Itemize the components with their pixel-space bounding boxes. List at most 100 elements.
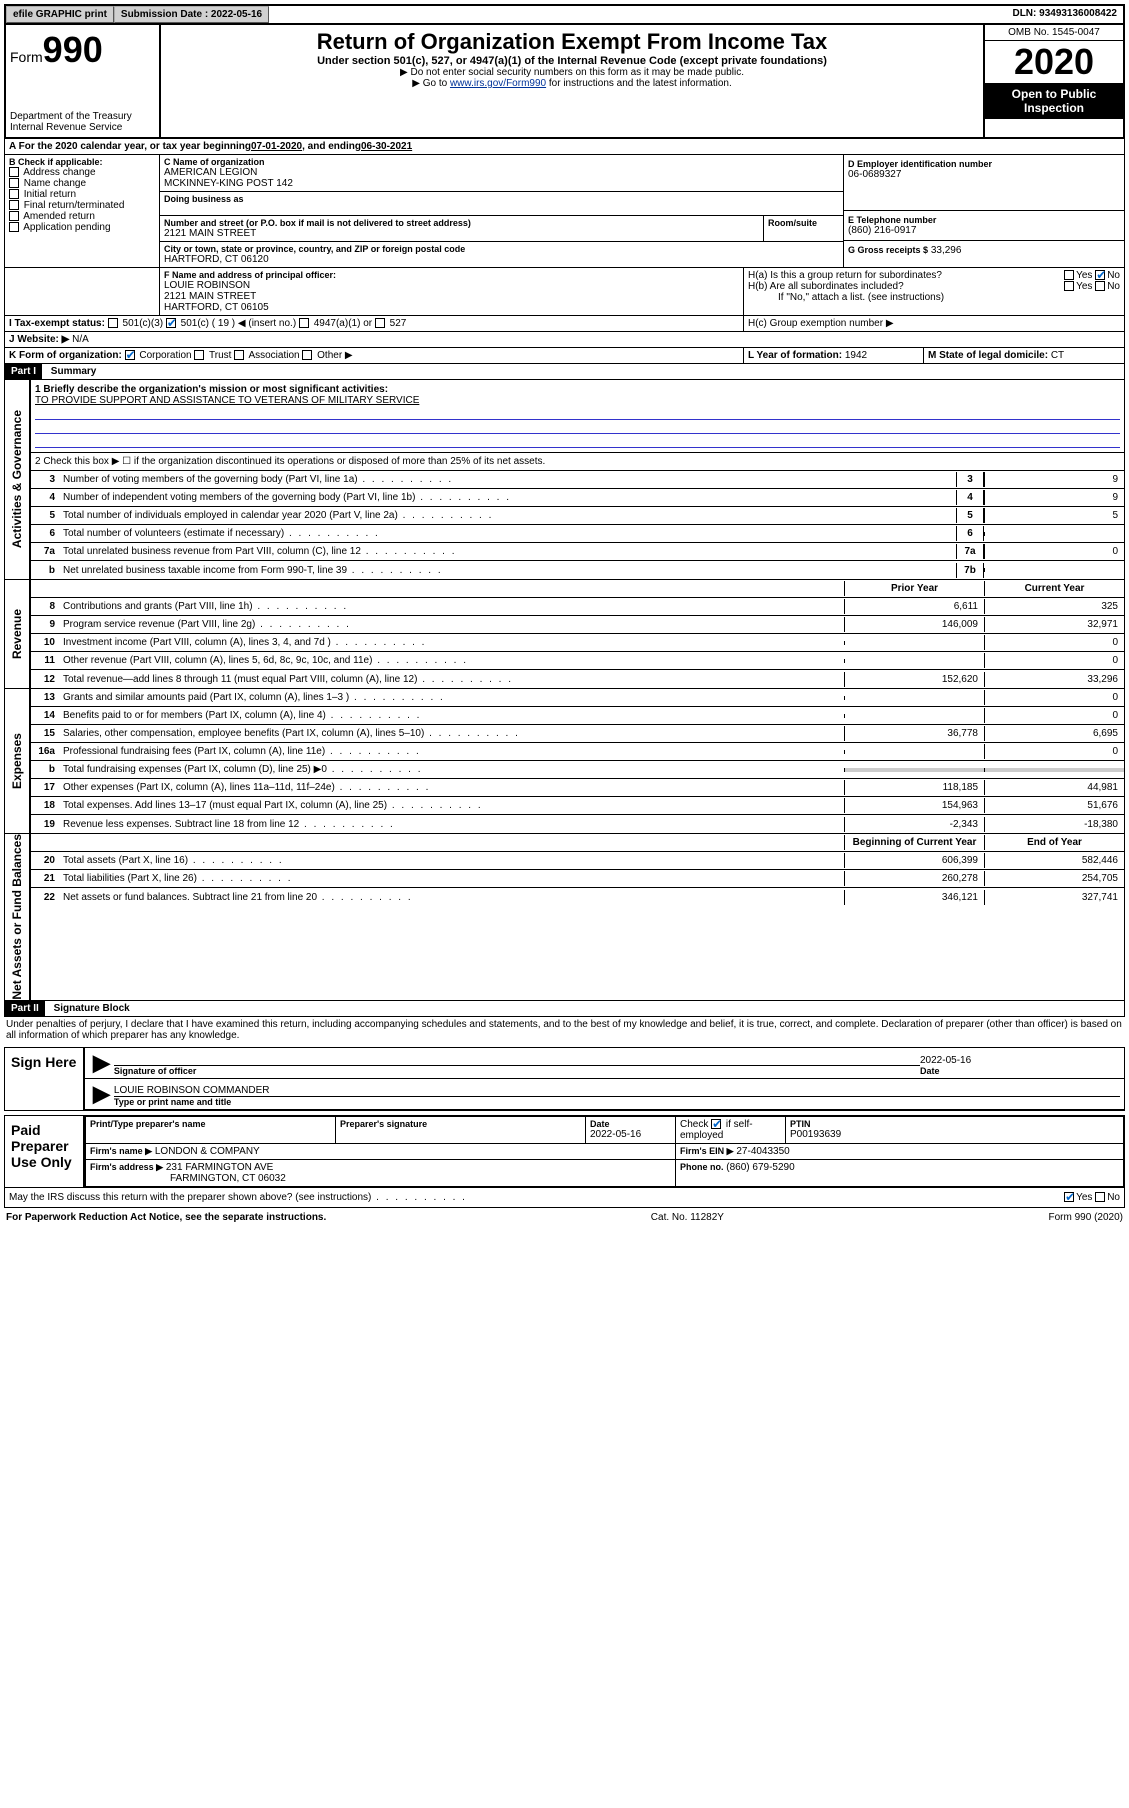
- line-text: Salaries, other compensation, employee b…: [59, 726, 844, 741]
- current-val: 6,695: [984, 726, 1124, 741]
- hb-no-checkbox[interactable]: [1095, 281, 1105, 291]
- line-text: Program service revenue (Part VIII, line…: [59, 617, 844, 632]
- 527-checkbox[interactable]: [375, 318, 385, 328]
- prior-val: 146,009: [844, 617, 984, 632]
- firm-ein: 27-4043350: [736, 1146, 789, 1157]
- no-label2: No: [1107, 281, 1120, 292]
- form-number: Form990: [10, 29, 155, 71]
- line-num: 10: [31, 635, 59, 650]
- note2-prefix: ▶ Go to: [412, 78, 450, 89]
- assoc-checkbox[interactable]: [234, 350, 244, 360]
- line-text: Investment income (Part VIII, column (A)…: [59, 635, 844, 650]
- discuss-yes-checkbox[interactable]: [1064, 1192, 1074, 1202]
- line-text: Revenue less expenses. Subtract line 18 …: [59, 817, 844, 832]
- 501c3-checkbox[interactable]: [108, 318, 118, 328]
- begin-year-header: Beginning of Current Year: [844, 835, 984, 850]
- firm-addr1: 231 FARMINGTON AVE: [166, 1162, 273, 1173]
- 527: 527: [390, 318, 407, 329]
- line-box: 4: [956, 490, 984, 505]
- 4947-checkbox[interactable]: [299, 318, 309, 328]
- ein: 06-0689327: [848, 169, 1120, 180]
- org-name-1: AMERICAN LEGION: [164, 167, 839, 178]
- trust-checkbox[interactable]: [194, 350, 204, 360]
- line-box: 7a: [956, 544, 984, 559]
- self-emp-checkbox[interactable]: [711, 1119, 721, 1129]
- dln: DLN: 93493136008422: [1006, 6, 1123, 23]
- line-val: [984, 532, 1124, 536]
- line-text: Total liabilities (Part X, line 26): [59, 871, 844, 886]
- self-employed: Check if self-employed: [680, 1119, 781, 1141]
- line-num: 22: [31, 890, 59, 905]
- gross-receipts: 33,296: [931, 245, 962, 256]
- form-header: Form990 Department of the Treasury Inter…: [4, 25, 1125, 139]
- dba-label: Doing business as: [164, 194, 839, 204]
- other-checkbox[interactable]: [302, 350, 312, 360]
- b-item-label: Initial return: [24, 189, 76, 200]
- yes-label2: Yes: [1076, 281, 1092, 292]
- line2: 2 Check this box ▶ ☐ if the organization…: [31, 454, 1124, 469]
- line-text: Professional fundraising fees (Part IX, …: [59, 744, 844, 759]
- b-checkbox[interactable]: [9, 211, 19, 221]
- prior-val: [844, 750, 984, 754]
- officer-printed-name: LOUIE ROBINSON COMMANDER: [114, 1085, 1120, 1097]
- line-val: 0: [984, 544, 1124, 559]
- k-label: K Form of organization:: [9, 350, 122, 361]
- 501c-checkbox[interactable]: [166, 318, 176, 328]
- current-val: 0: [984, 708, 1124, 723]
- 501c: 501(c) ( 19 ) ◀ (insert no.): [181, 318, 297, 329]
- b-item-label: Application pending: [23, 222, 110, 233]
- prior-val: [844, 714, 984, 718]
- period-mid: , and ending: [302, 141, 361, 152]
- line-box: 7b: [956, 563, 984, 578]
- note-ssn: ▶ Do not enter social security numbers o…: [165, 67, 979, 78]
- current-val: 33,296: [984, 672, 1124, 687]
- line1-label: 1 Briefly describe the organization's mi…: [35, 384, 1120, 395]
- discuss-row: May the IRS discuss this return with the…: [4, 1188, 1125, 1208]
- discuss-no-checkbox[interactable]: [1095, 1192, 1105, 1202]
- no-label: No: [1107, 270, 1120, 281]
- ein-label: D Employer identification number: [848, 159, 1120, 169]
- netassets-label: Net Assets or Fund Balances: [10, 834, 24, 1000]
- current-year-header: Current Year: [984, 581, 1124, 596]
- tax-year: 2020: [985, 41, 1123, 83]
- corp-checkbox[interactable]: [125, 350, 135, 360]
- line-num: 8: [31, 599, 59, 614]
- line-num: 19: [31, 817, 59, 832]
- ha-yes-checkbox[interactable]: [1064, 270, 1074, 280]
- governance-label: Activities & Governance: [10, 410, 24, 548]
- firm-phone: (860) 679-5290: [726, 1162, 794, 1173]
- efile-print-button[interactable]: efile GRAPHIC print: [6, 6, 114, 23]
- ha-no-checkbox[interactable]: [1095, 270, 1105, 280]
- b-checkbox[interactable]: [9, 200, 19, 210]
- prior-val: 36,778: [844, 726, 984, 741]
- paperwork-notice: For Paperwork Reduction Act Notice, see …: [6, 1212, 326, 1223]
- line-num: 5: [31, 508, 59, 523]
- b-checkbox[interactable]: [9, 167, 19, 177]
- current-val: 327,741: [984, 890, 1124, 905]
- prior-val: 6,611: [844, 599, 984, 614]
- hb-yes-checkbox[interactable]: [1064, 281, 1074, 291]
- officer-row: F Name and address of principal officer:…: [4, 268, 1125, 316]
- b-checkbox[interactable]: [9, 222, 19, 232]
- firm-name-label: Firm's name ▶: [90, 1146, 152, 1156]
- line-num: 3: [31, 472, 59, 487]
- line-text: Total fundraising expenses (Part IX, col…: [59, 762, 844, 777]
- city: HARTFORD, CT 06120: [164, 254, 839, 265]
- line-val: [984, 568, 1124, 572]
- irs-link[interactable]: www.irs.gov/Form990: [450, 78, 546, 89]
- prior-val: [844, 696, 984, 700]
- form-prefix: Form: [10, 49, 43, 65]
- b-checkbox[interactable]: [9, 178, 19, 188]
- i-label: I Tax-exempt status:: [9, 318, 105, 329]
- city-label: City or town, state or province, country…: [164, 244, 839, 254]
- line-text: Total revenue—add lines 8 through 11 (mu…: [59, 672, 844, 687]
- state-domicile: CT: [1051, 350, 1064, 361]
- b-checkbox[interactable]: [9, 189, 19, 199]
- firm-name: LONDON & COMPANY: [155, 1146, 260, 1157]
- expenses-label: Expenses: [10, 733, 24, 789]
- firm-addr-label: Firm's address ▶: [90, 1162, 163, 1172]
- part1-title: Summary: [45, 364, 103, 379]
- firm-ein-label: Firm's EIN ▶: [680, 1146, 734, 1156]
- line-text: Total assets (Part X, line 16): [59, 853, 844, 868]
- line-text: Number of independent voting members of …: [59, 490, 956, 505]
